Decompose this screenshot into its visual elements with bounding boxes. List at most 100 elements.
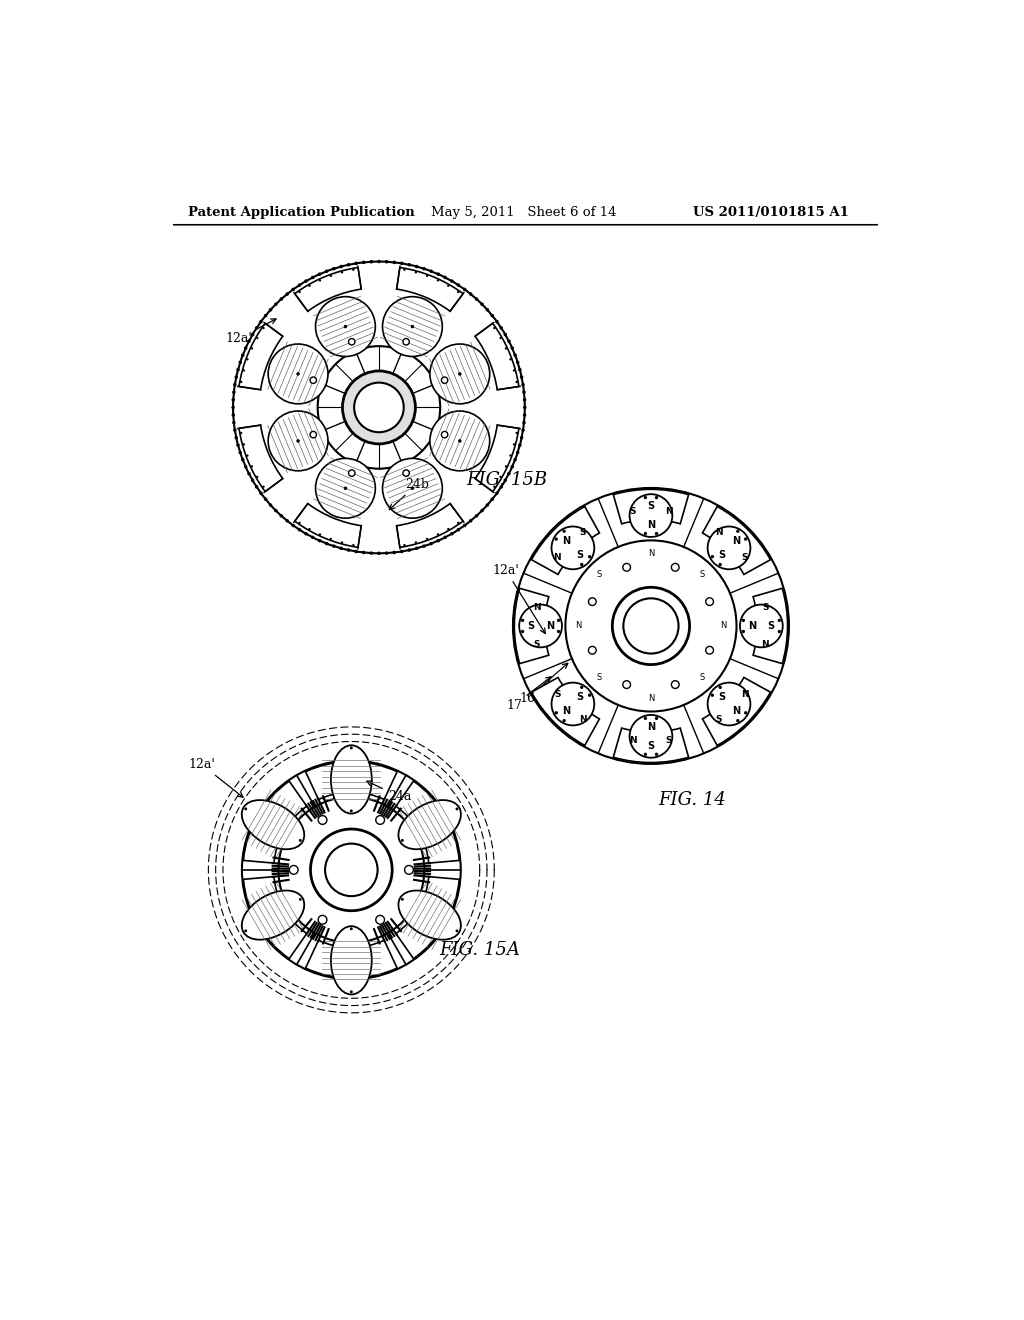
Circle shape — [521, 619, 524, 622]
Circle shape — [777, 619, 781, 622]
Circle shape — [408, 263, 411, 267]
Circle shape — [231, 399, 236, 401]
Circle shape — [422, 544, 426, 548]
Wedge shape — [244, 781, 307, 863]
Circle shape — [411, 325, 414, 329]
Text: FIG. 15A: FIG. 15A — [439, 941, 520, 960]
Text: S: S — [716, 715, 722, 725]
Circle shape — [234, 375, 238, 379]
Circle shape — [315, 458, 376, 519]
Circle shape — [741, 630, 745, 634]
Circle shape — [341, 271, 343, 273]
Circle shape — [443, 536, 446, 539]
Circle shape — [296, 372, 300, 376]
Circle shape — [630, 494, 673, 537]
Circle shape — [304, 532, 308, 536]
Circle shape — [415, 265, 419, 268]
Circle shape — [644, 532, 647, 535]
Text: N: N — [629, 737, 637, 744]
Circle shape — [469, 292, 472, 296]
Text: N: N — [579, 715, 587, 725]
Circle shape — [518, 368, 521, 371]
Circle shape — [354, 261, 357, 265]
Circle shape — [436, 280, 439, 281]
Text: 12a': 12a' — [188, 758, 243, 797]
Wedge shape — [531, 507, 599, 574]
Circle shape — [243, 370, 245, 372]
Circle shape — [426, 537, 428, 540]
Circle shape — [348, 338, 355, 345]
Text: S: S — [719, 692, 726, 702]
Ellipse shape — [242, 800, 304, 849]
Wedge shape — [305, 940, 397, 978]
Circle shape — [588, 693, 591, 697]
Circle shape — [744, 711, 748, 714]
Circle shape — [239, 450, 242, 454]
Wedge shape — [531, 677, 599, 746]
Circle shape — [457, 290, 460, 293]
Text: S: S — [666, 737, 673, 744]
Circle shape — [485, 503, 489, 507]
Circle shape — [317, 272, 322, 276]
Circle shape — [456, 808, 459, 810]
Circle shape — [339, 265, 343, 268]
Circle shape — [246, 358, 249, 360]
Circle shape — [354, 383, 403, 432]
Circle shape — [308, 285, 310, 286]
Circle shape — [237, 368, 240, 371]
Circle shape — [644, 717, 647, 719]
Circle shape — [505, 347, 507, 350]
Circle shape — [447, 528, 450, 531]
Circle shape — [740, 605, 782, 647]
Text: FIG. 15B: FIG. 15B — [467, 471, 548, 490]
Circle shape — [523, 399, 526, 401]
Circle shape — [408, 548, 411, 552]
Circle shape — [672, 564, 679, 572]
Circle shape — [480, 508, 483, 512]
Text: 24b: 24b — [389, 478, 429, 510]
Circle shape — [256, 475, 258, 478]
Circle shape — [457, 521, 460, 524]
Circle shape — [400, 549, 403, 553]
Circle shape — [234, 436, 238, 440]
Wedge shape — [396, 503, 463, 548]
Text: S: S — [554, 689, 560, 698]
Circle shape — [311, 276, 314, 280]
Circle shape — [290, 866, 298, 874]
Wedge shape — [396, 781, 459, 863]
Text: S: S — [597, 570, 602, 579]
Wedge shape — [305, 762, 397, 800]
Circle shape — [370, 260, 373, 264]
Circle shape — [259, 319, 263, 323]
Circle shape — [555, 537, 558, 541]
Circle shape — [411, 487, 414, 490]
Text: S: S — [577, 692, 584, 702]
Circle shape — [385, 552, 388, 554]
Circle shape — [523, 413, 526, 417]
Circle shape — [377, 260, 381, 263]
Wedge shape — [613, 729, 688, 763]
Circle shape — [318, 280, 322, 281]
Circle shape — [451, 280, 454, 282]
Circle shape — [706, 598, 714, 606]
Circle shape — [518, 444, 521, 447]
Circle shape — [237, 444, 240, 447]
Circle shape — [510, 465, 514, 469]
Circle shape — [299, 840, 302, 842]
Circle shape — [298, 284, 301, 286]
Circle shape — [377, 552, 381, 554]
Circle shape — [325, 269, 329, 273]
Circle shape — [401, 840, 403, 842]
Circle shape — [268, 411, 328, 471]
Text: S: S — [741, 553, 748, 562]
Circle shape — [562, 529, 566, 533]
Text: N: N — [666, 507, 673, 516]
Text: N: N — [553, 553, 561, 562]
Circle shape — [515, 432, 518, 434]
Circle shape — [350, 928, 353, 931]
Text: 17: 17 — [506, 677, 551, 711]
Wedge shape — [514, 589, 549, 664]
Circle shape — [777, 630, 781, 634]
Circle shape — [516, 360, 519, 364]
Circle shape — [505, 465, 507, 467]
